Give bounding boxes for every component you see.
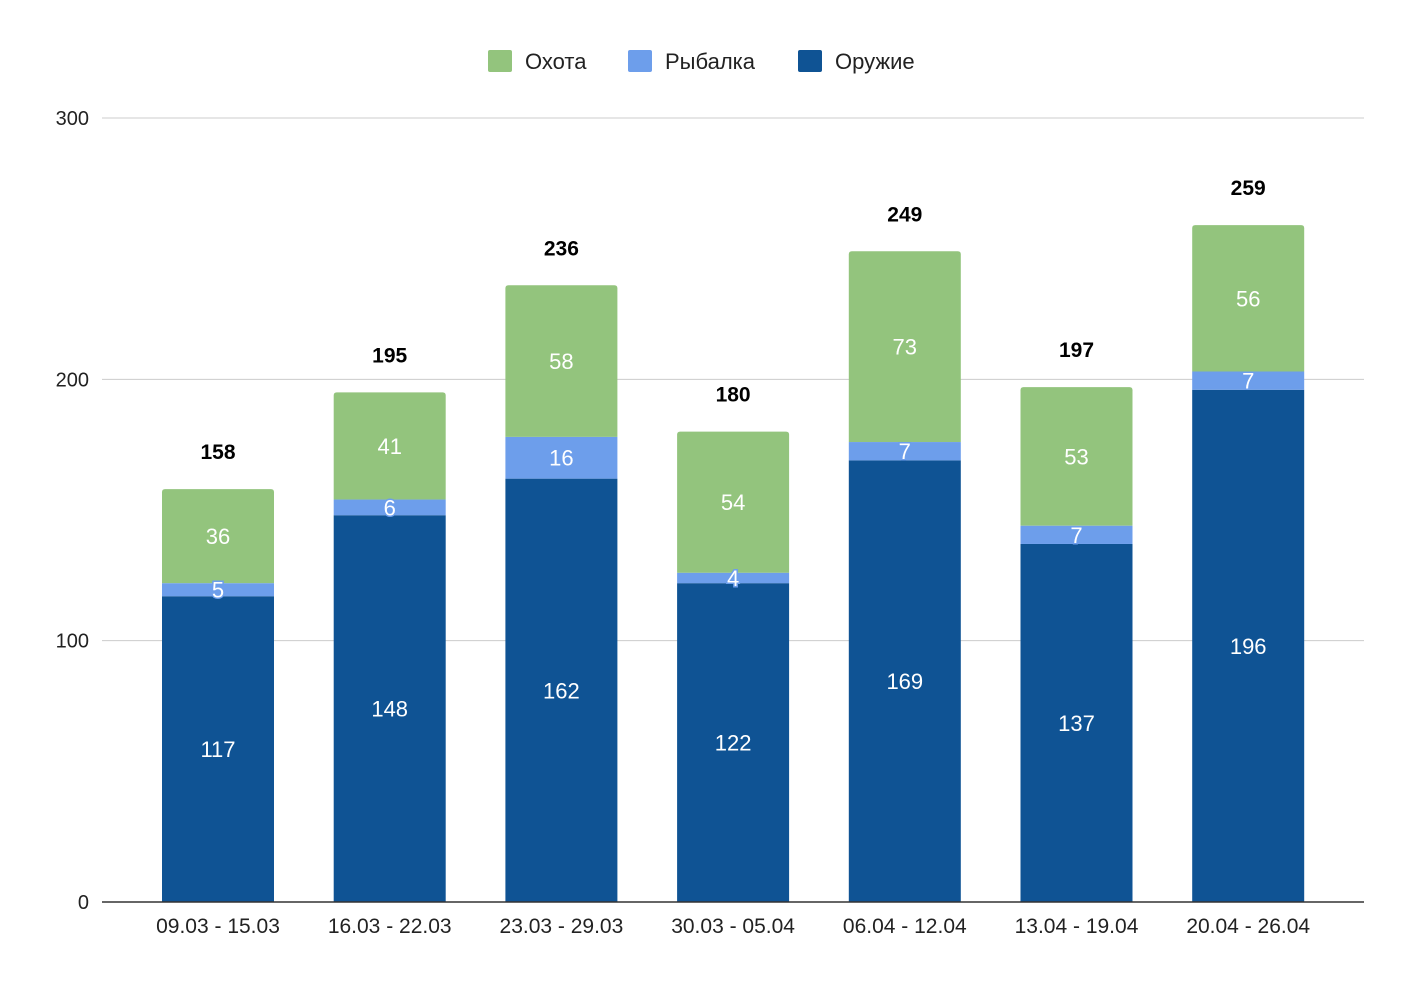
bar-total-label: 158 [200,441,235,464]
axes: 0 100 200 300 09.03 - 15.03 16.03 - 22.03 23.0… [56,108,1364,938]
bar-segment [848,460,961,902]
bar-segment [1192,389,1305,903]
bar-value-label: 58 [549,349,573,374]
y-tick-label: 100 [56,631,89,653]
bar-total-label: 197 [1059,339,1094,362]
legend-swatch [488,50,512,72]
bar-total-label: 249 [887,203,922,226]
bar-segment [677,572,790,584]
bar-total-label: 236 [544,237,579,260]
bar-segment [1020,387,1133,526]
bar-segment [333,392,446,500]
bar-segment [505,478,618,902]
bar-segment [162,596,274,902]
bar-value-label: 117 [200,737,235,762]
bar-value-label: 7 [1242,369,1254,394]
bar-value-label: 4 [727,566,739,591]
x-tick-label: 30.03 - 05.04 [671,915,795,938]
legend-item: Оружие [798,49,915,74]
bar-segment [848,442,961,461]
y-tick-label: 0 [78,892,89,914]
x-tick-label: 06.04 - 12.04 [843,915,967,938]
legend-item: Рыбалка [628,49,756,74]
x-tick-label: 16.03 - 22.03 [328,915,452,938]
bar-segment [1192,371,1305,390]
bar-value-label: 122 [715,731,752,756]
bar-value-label: 56 [1236,286,1260,311]
bar-segment [333,499,446,516]
bar-value-label: 148 [371,697,408,722]
x-tick-label: 23.03 - 29.03 [500,915,624,938]
legend-label: Охота [525,49,587,74]
bar-segment [1020,543,1133,902]
y-tick-label: 200 [56,369,89,391]
bars [162,225,1305,903]
bar-value-label: 53 [1064,444,1088,469]
bar-total-label: 195 [372,344,407,367]
bar-segment [1020,525,1133,544]
bar-value-label: 41 [377,434,401,459]
legend-swatch [798,50,822,72]
bar-segment [333,515,446,902]
x-tick-label: 09.03 - 15.03 [156,915,280,938]
bar-segment [505,436,618,479]
legend-swatch [628,50,652,72]
bar-segment [677,431,790,573]
bar-segment [505,285,618,437]
bar-value-label: 7 [899,439,911,464]
bar-segment [677,583,790,902]
bar-segment [162,583,274,597]
bar-total-label: 259 [1231,177,1266,200]
bar-value-label: 169 [886,669,923,694]
bar-segment [848,251,961,443]
bar-total-label: 180 [716,384,751,407]
bar-segment [1192,225,1305,372]
bar-value-label: 196 [1230,634,1267,659]
data-labels: 117 5 36 158 148 6 41 195 162 16 58 236 122 4 54 180 169… [200,177,1266,762]
bar-value-label: 54 [721,490,745,515]
bar-value-label: 36 [206,524,230,549]
bar-value-label: 6 [384,495,396,520]
x-tick-label: 13.04 - 19.04 [1015,915,1139,938]
bar-value-label: 137 [1058,711,1095,736]
bar-value-label: 73 [893,335,917,360]
bar-value-label: 7 [1070,523,1082,548]
bar-segment [162,489,274,584]
x-tick-label: 20.04 - 26.04 [1186,915,1310,938]
legend: Охота Рыбалка Оружие [488,49,915,74]
legend-item: Охота [488,49,587,74]
bar-value-label: 16 [549,446,573,471]
bar-value-label: 5 [212,578,224,603]
y-tick-label: 300 [56,108,89,130]
legend-label: Рыбалка [665,49,756,74]
bar-value-label: 162 [543,678,580,703]
legend-label: Оружие [835,49,915,74]
